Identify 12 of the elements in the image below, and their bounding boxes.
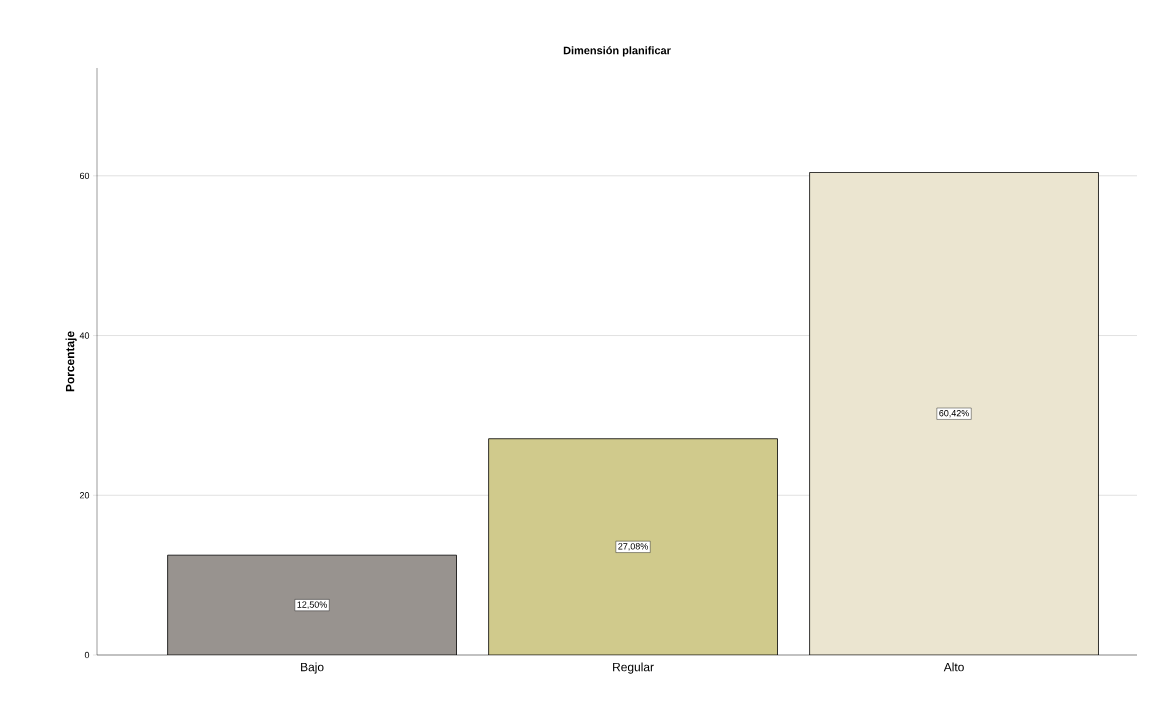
y-tick-label: 0 bbox=[84, 651, 90, 659]
y-tick-label: 40 bbox=[79, 332, 90, 339]
chart-title: Dimensión planificar bbox=[563, 46, 671, 57]
x-tick-label: Bajo bbox=[301, 662, 324, 674]
y-tick-label: 20 bbox=[79, 492, 90, 499]
y-axis-title: Porcentaje bbox=[65, 331, 77, 392]
x-tick-label: Regular bbox=[613, 662, 654, 674]
data-label: 12,50% bbox=[297, 601, 327, 609]
data-label: 27,08% bbox=[618, 543, 648, 551]
y-tick-label: 60 bbox=[79, 172, 90, 179]
data-label: 60,42% bbox=[939, 410, 969, 418]
x-tick-label: Alto bbox=[943, 662, 964, 672]
